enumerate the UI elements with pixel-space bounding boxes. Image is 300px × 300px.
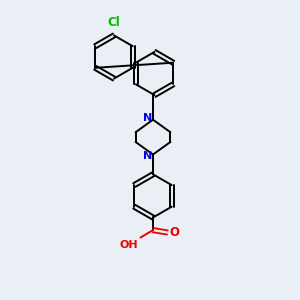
Text: OH: OH <box>119 240 138 250</box>
Text: O: O <box>170 226 180 239</box>
Text: Cl: Cl <box>108 16 120 29</box>
Text: N: N <box>143 151 152 161</box>
Text: N: N <box>143 113 152 123</box>
